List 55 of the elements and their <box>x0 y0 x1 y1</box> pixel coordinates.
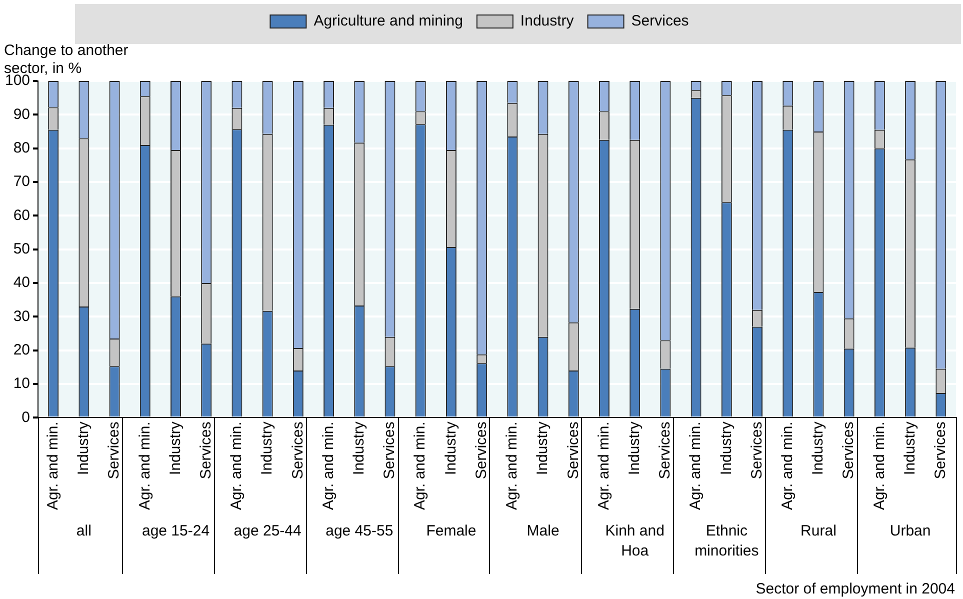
x-tick-label: Agr. and min. <box>504 422 521 510</box>
x-tick-label: Agr. and min. <box>779 422 796 510</box>
legend-label: Services <box>631 12 689 30</box>
text: Kinh and Hoa <box>605 522 664 560</box>
x-tick-label: Industry <box>258 421 276 475</box>
y-tick-label: 60 <box>13 206 30 224</box>
text: age 15-24 <box>142 522 210 540</box>
legend-label: Agriculture and mining <box>314 12 463 30</box>
text: age 45-55 <box>326 522 394 540</box>
x-tick-label: Agr. and min. <box>870 422 888 510</box>
x-tick-label: Industry <box>901 421 918 475</box>
x-tick-label: Services <box>289 422 306 480</box>
y-tick-label: 80 <box>13 139 30 156</box>
x-tick-label: Services <box>472 422 490 480</box>
x-tick-label: Agr. and min. <box>595 422 612 510</box>
x-tick-label: Agr. and min. <box>412 422 429 510</box>
y-tick-label: 100 <box>4 72 30 90</box>
y-tick-label: 40 <box>13 274 30 292</box>
text: Female <box>426 522 476 540</box>
x-tick-label: Services <box>381 422 398 480</box>
text: age 25-44 <box>234 522 302 540</box>
x-tick-label: Agr. and min. <box>687 422 704 510</box>
x-tick-label: Industry <box>442 421 460 475</box>
x-tick-label: Services <box>198 422 214 480</box>
x-tick-label: Services <box>106 422 123 480</box>
text: Urban <box>890 522 931 540</box>
x-tick-label: Agr. and min. <box>44 422 62 510</box>
x-tick-label: Services <box>840 422 858 480</box>
x-tick-label: Agr. and min. <box>136 422 154 510</box>
x-tick-label: Industry <box>534 421 552 475</box>
y-tick-label: 20 <box>13 341 30 358</box>
x-tick-label: Industry <box>810 421 827 475</box>
x-tick-label: Industry <box>626 421 643 475</box>
x-tick-label: Industry <box>718 421 735 475</box>
x-tick-label: Industry <box>350 421 368 475</box>
text: Rural <box>800 522 836 540</box>
y-tick-label: 90 <box>13 106 30 123</box>
text: all <box>76 522 92 540</box>
legend-label: Industry <box>520 12 574 30</box>
x-tick-label: Services <box>748 422 766 480</box>
x-tick-label: Agr. and min. <box>320 422 337 510</box>
x-tick-label: Services <box>564 422 582 480</box>
x-axis-title: Sector of employment in 2004 <box>756 580 955 598</box>
y-tick-label: 50 <box>13 240 30 258</box>
x-tick-label: Agr. and min. <box>228 422 246 510</box>
x-tick-label: Industry <box>166 421 184 475</box>
y-tick-label: 0 <box>22 408 30 426</box>
y-tick-label: 70 <box>13 173 30 190</box>
x-tick-label: Industry <box>75 421 92 475</box>
y-tick-label: 30 <box>13 308 30 325</box>
text: Male <box>526 522 560 540</box>
y-tick-label: 10 <box>13 375 30 392</box>
x-tick-label: Services <box>656 422 674 480</box>
x-tick-label: Services <box>932 422 950 480</box>
text: Ethnic minorities <box>694 522 759 560</box>
